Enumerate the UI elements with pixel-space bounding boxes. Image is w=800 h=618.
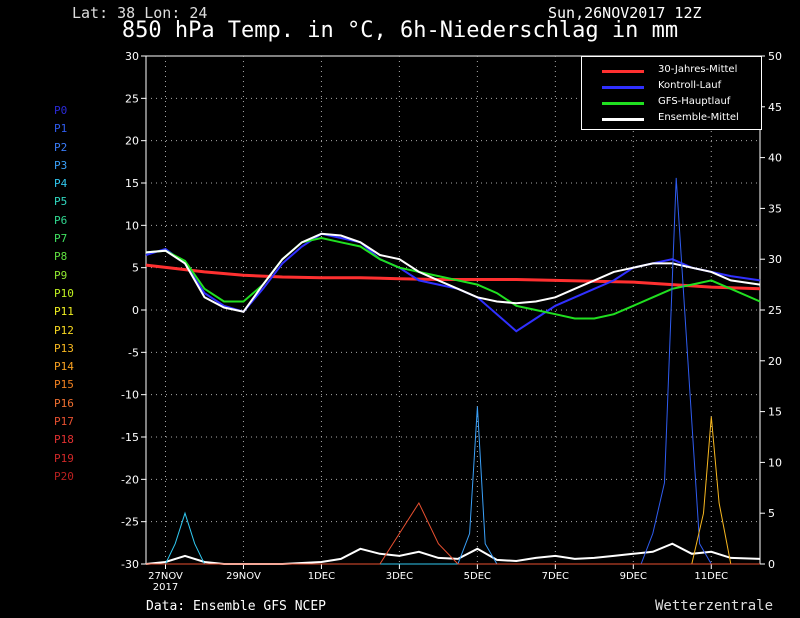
member-label-p20: P20 [54, 469, 74, 483]
left-axis-ticks: 30 25 20 15 10 5 0 -5 -10 -15 -20 -25 -30 [121, 50, 146, 571]
right-tick-label: 20 [768, 355, 782, 368]
series-legend: 30-Jahres-Mittel Kontroll-Lauf GFS-Haupt… [581, 56, 762, 130]
data-source: Data: Ensemble GFS NCEP [146, 599, 327, 614]
legend-label: 30-Jahres-Mittel [658, 64, 738, 75]
left-tick-label: -10 [121, 389, 139, 402]
series-lines [145, 232, 761, 333]
right-tick-label: 10 [768, 456, 782, 469]
member-label-p8: P8 [54, 250, 68, 264]
right-tick-label: 50 [768, 50, 782, 63]
x-tick-label: 27NOV [148, 571, 183, 582]
member-label-p9: P9 [54, 268, 68, 282]
legend-label: Kontroll-Lauf [658, 80, 722, 91]
x-tick-label: 29NOV [226, 571, 261, 582]
legend-swatch [602, 86, 644, 89]
x-tick-label: 1DEC [308, 571, 335, 582]
precip-line-p17 [146, 501, 760, 565]
legend-swatch [602, 70, 644, 73]
legend-item-30-jahres-mittel: 30-Jahres-Mittel [582, 63, 761, 79]
precip-line-p1 [146, 177, 760, 565]
left-tick-label: -25 [121, 516, 139, 529]
member-label-p16: P16 [54, 396, 74, 410]
member-label-p15: P15 [54, 378, 74, 392]
series-line-30-jahres-mittel [145, 263, 761, 291]
legend-swatch [602, 118, 644, 121]
legend-label: Ensemble-Mittel [658, 112, 739, 123]
left-tick-label: 0 [132, 304, 139, 317]
precip-line-ensemble-mittel [145, 542, 761, 565]
right-tick-label: 30 [768, 253, 782, 266]
left-tick-label: 5 [132, 262, 139, 275]
series-line-kontroll-lauf [145, 232, 761, 333]
member-label-p7: P7 [54, 232, 68, 246]
legend-item-gfs-hauptlauf: GFS-Hauptlauf [582, 95, 761, 111]
member-label-p12: P12 [54, 323, 74, 337]
right-tick-label: 25 [768, 304, 782, 317]
member-label-p0: P0 [54, 104, 68, 117]
legend-label: GFS-Hauptlauf [658, 96, 731, 107]
member-label-p5: P5 [54, 195, 68, 209]
x-tick-label: 7DEC [542, 571, 569, 582]
left-tick-label: 30 [125, 50, 139, 63]
precipitation-lines [145, 177, 761, 565]
precip-line-p13 [146, 416, 760, 565]
member-label-p19: P19 [54, 451, 74, 465]
brand-label: Wetterzentrale [655, 598, 774, 614]
x-tick-label: 3DEC [386, 571, 413, 582]
left-tick-label: 25 [125, 92, 139, 105]
legend-item-ensemble-mittel: Ensemble-Mittel [582, 111, 761, 127]
x-tick-label: 11DEC [694, 571, 728, 582]
legend-item-kontroll-lauf: Kontroll-Lauf [582, 79, 761, 95]
member-label-p6: P6 [54, 213, 68, 227]
left-tick-label: -5 [128, 346, 139, 359]
right-tick-label: 40 [768, 152, 782, 165]
series-line-gfs-hauptlauf [145, 236, 761, 320]
member-label-p3: P3 [54, 158, 68, 172]
run-datetime: Sun,26NOV2017 12Z [548, 4, 702, 22]
chart-title: 850 hPa Temp. in °C, 6h-Niederschlag in … [121, 18, 679, 43]
left-tick-label: 10 [125, 219, 139, 232]
right-tick-label: 45 [768, 101, 782, 114]
right-tick-label: 15 [768, 406, 782, 419]
precip-line-p4 [146, 511, 760, 565]
member-legend: P0 P1 P2 P3 P4 P5 P6 P7 P8 P9 P10 P11 P12 P13 P14 P15 P1… [54, 102, 74, 486]
x-tick-label: 5DEC [464, 571, 491, 582]
x-tick-label: 9DEC [620, 571, 647, 582]
location-label: Lat: 38 Lon: 24 [72, 4, 208, 22]
x-tick-year-label: 2017 [153, 582, 178, 593]
right-tick-label: 5 [768, 507, 775, 520]
left-tick-label: -15 [121, 431, 139, 444]
right-tick-label: 0 [768, 558, 775, 571]
precip-line-p3 [146, 406, 760, 565]
right-tick-label: 35 [768, 202, 782, 215]
member-label-p4: P4 [54, 177, 68, 191]
series-line-ensemble-mittel [145, 232, 761, 313]
member-label-p14: P14 [54, 360, 74, 374]
left-tick-label: 20 [125, 135, 139, 148]
member-label-p18: P18 [54, 433, 74, 447]
member-label-p1: P1 [54, 122, 68, 136]
member-label-p10: P10 [54, 286, 74, 300]
member-label-p17: P17 [54, 415, 74, 429]
member-label-p13: P13 [54, 341, 74, 355]
left-tick-label: -20 [121, 473, 139, 486]
member-label-p2: P2 [54, 140, 68, 154]
left-tick-label: -30 [121, 558, 139, 571]
left-tick-label: 15 [125, 177, 139, 190]
legend-swatch [602, 102, 644, 105]
member-label-p11: P11 [54, 305, 74, 319]
